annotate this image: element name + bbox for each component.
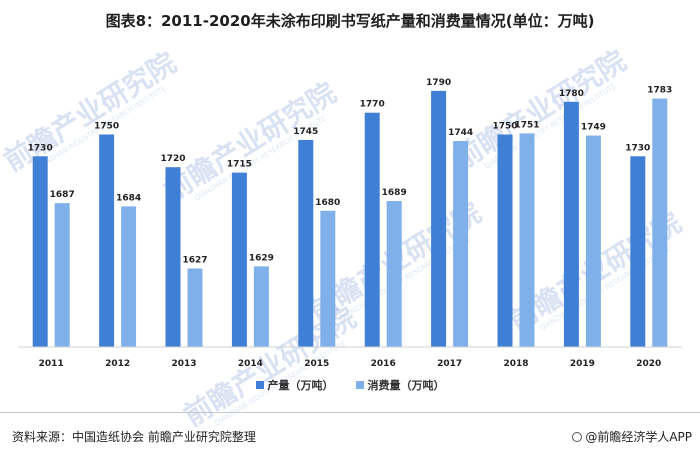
legend-swatch-production [255, 381, 264, 389]
data-label-consumption: 1684 [116, 193, 141, 203]
source-note: 资料来源：中国造纸协会 前瞻产业研究院整理 [12, 430, 256, 444]
bar-production [431, 90, 447, 348]
x-tick-label: 2012 [105, 359, 130, 369]
label-layer: 1730 1687 2011 1750 1684 2012 1720 1627 2013 1715… [28, 78, 673, 369]
bar-consumption [320, 210, 336, 347]
data-label-consumption: 1751 [514, 120, 539, 130]
x-tick-label: 2020 [636, 359, 661, 369]
legend-label-consumption: 消费量（万吨） [367, 379, 445, 392]
data-label-production: 1750 [492, 121, 517, 131]
watermark-text: 前瞻产业研究院 [0, 46, 182, 178]
bar-consumption [121, 206, 137, 347]
brand-label: @前瞻经济学人APP [572, 428, 692, 445]
data-label-consumption: 1749 [581, 123, 606, 133]
bar-consumption [253, 266, 269, 347]
x-tick-label: 2013 [171, 359, 196, 369]
data-label-consumption: 1629 [249, 253, 274, 263]
bar-consumption [54, 203, 70, 347]
bar-consumption [585, 135, 601, 347]
brand-logo-icon [572, 432, 583, 442]
data-label-production: 1730 [28, 143, 53, 153]
x-tick-label: 2019 [570, 359, 595, 369]
x-tick-label: 2015 [304, 359, 329, 369]
chart-title: 图表8：2011-2020年未涂布印刷书写纸产量和消费量情况(单位：万吨) [105, 12, 595, 30]
bar-production [99, 134, 115, 347]
footer: 资料来源：中国造纸协会 前瞻产业研究院整理 @前瞻经济学人APP [0, 412, 700, 456]
data-label-production: 1720 [160, 154, 185, 164]
data-label-consumption: 1744 [448, 128, 473, 138]
bar-consumption [652, 98, 668, 348]
bar-production [231, 172, 247, 347]
bar-production [630, 156, 646, 347]
bar-consumption [453, 141, 469, 347]
data-label-consumption: 1627 [182, 256, 207, 266]
bar-production [364, 112, 380, 347]
bar-production [497, 134, 513, 347]
x-tick-label: 2018 [503, 359, 528, 369]
bar-consumption [187, 268, 203, 347]
legend-swatch-consumption [355, 381, 364, 389]
data-label-production: 1790 [426, 78, 451, 88]
watermark-text: 前瞻产业研究院 [448, 44, 632, 176]
data-label-production: 1730 [625, 143, 650, 153]
brand-text: @前瞻经济学人APP [585, 430, 692, 444]
bar-consumption [519, 133, 535, 347]
bar-layer [32, 90, 668, 348]
data-label-production: 1770 [360, 100, 385, 110]
data-label-consumption: 1680 [315, 198, 340, 208]
data-label-consumption: 1687 [50, 190, 75, 200]
legend-item-consumption: 消费量（万吨） [355, 377, 445, 393]
legend-item-production: 产量（万吨） [255, 377, 334, 393]
bar-consumption [386, 200, 402, 347]
legend: 产量（万吨） 消费量（万吨） [0, 377, 700, 393]
watermark-text: 前瞻产业研究院 [158, 76, 342, 208]
x-tick-label: 2014 [238, 359, 263, 369]
data-label-production: 1750 [94, 121, 119, 131]
data-label-production: 1715 [227, 160, 252, 170]
x-tick-label: 2017 [437, 359, 462, 369]
bar-production [298, 139, 314, 347]
data-label-consumption: 1783 [647, 86, 672, 96]
x-tick-label: 2011 [39, 359, 64, 369]
bar-production [165, 167, 181, 347]
data-label-production: 1780 [559, 89, 584, 99]
legend-label-production: 产量（万吨） [267, 379, 334, 392]
data-label-consumption: 1689 [382, 188, 407, 198]
data-label-production: 1745 [293, 127, 318, 137]
bar-production [563, 101, 579, 347]
bar-production [32, 156, 48, 347]
x-tick-label: 2016 [371, 359, 396, 369]
